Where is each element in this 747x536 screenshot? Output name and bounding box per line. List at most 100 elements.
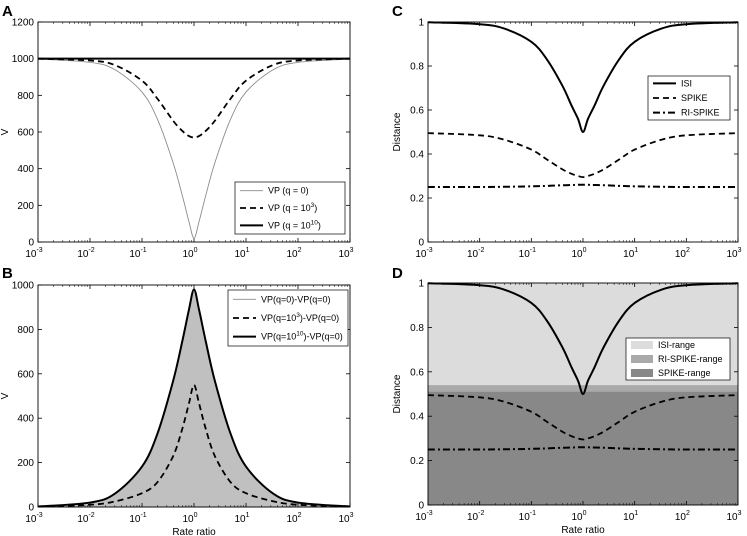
y-axis-label: Distance — [392, 112, 403, 151]
x-tick-label: 10-3 — [415, 510, 432, 523]
x-tick-label: 10-3 — [25, 247, 42, 260]
x-tick-label: 100 — [571, 510, 586, 523]
x-tick-label: 10-3 — [25, 512, 42, 525]
panel-letter: C — [392, 3, 403, 20]
series-line — [427, 446, 739, 451]
y-tick-label: 0.6 — [410, 106, 424, 117]
y-tick-label: 600 — [17, 369, 34, 380]
x-tick-label: 10-3 — [415, 247, 432, 260]
x-tick-label: 103 — [726, 510, 741, 523]
x-tick-label: 10-2 — [77, 247, 94, 260]
y-tick-label: 800 — [17, 91, 34, 102]
legend-label: VP(q=103)-VP(q=0) — [261, 312, 339, 323]
legend: VP(q=0)-VP(q=0) VP(q=103)-VP(q=0) VP(q=101… — [227, 289, 349, 347]
series-line — [37, 58, 351, 239]
range-band — [428, 391, 738, 505]
x-tick-label: 103 — [338, 247, 353, 260]
y-tick-label: 0 — [28, 238, 34, 249]
x-tick-label: 100 — [571, 247, 586, 260]
area-fill — [38, 289, 350, 507]
panel-letter: B — [2, 265, 13, 282]
y-tick-label: 0.8 — [410, 62, 424, 73]
legend-label: VP(q=1010)-VP(q=0) — [261, 331, 343, 342]
x-tick-label: 102 — [675, 247, 690, 260]
legend-label: SPIKE-range — [658, 368, 711, 378]
series-line — [37, 288, 351, 508]
x-tick-label: 100 — [182, 247, 197, 260]
series-line — [37, 57, 351, 139]
legend-swatch — [631, 369, 653, 377]
y-tick-label: 400 — [17, 414, 34, 425]
panel-letter: D — [392, 265, 403, 282]
legend-label: ISI-range — [658, 340, 695, 350]
x-tick-label: 10-2 — [77, 512, 94, 525]
legend: ISI SPIKE RI-SPIKE — [647, 75, 731, 121]
y-tick-label: 0.4 — [410, 412, 424, 423]
plot-frame — [427, 21, 739, 243]
y-tick-label: 0 — [418, 238, 424, 249]
x-tick-label: 103 — [338, 512, 353, 525]
legend-label: ISI — [681, 78, 692, 88]
x-tick-label: 102 — [286, 512, 301, 525]
y-axis-label: Distance — [392, 374, 403, 413]
y-tick-label: 600 — [17, 128, 34, 139]
legend: ISI-range RI-SPIKE-range SPIKE-range — [625, 337, 731, 381]
x-tick-label: 10-1 — [129, 247, 146, 260]
y-tick-label: 200 — [17, 458, 34, 469]
series-line — [427, 183, 739, 189]
panel-a: A 10-3 10-2 10-1 100 101 102 103 0 200 400 600 800 10… — [0, 3, 354, 260]
x-tick-label: 101 — [234, 247, 249, 260]
plot-frame — [37, 284, 351, 508]
series-line — [37, 383, 351, 508]
x-tick-label: 101 — [623, 247, 638, 260]
series-line — [427, 132, 739, 179]
legend-label: SPIKE — [681, 93, 708, 103]
y-tick-label: 1000 — [12, 54, 35, 65]
y-tick-label: 0 — [418, 501, 424, 512]
y-axis-label: V — [0, 128, 11, 135]
x-tick-label: 103 — [726, 247, 741, 260]
panel-b: B 10-3 10-2 10-1 100 101 102 103 0 200 400 600 800 10… — [0, 265, 354, 536]
y-tick-label: 0.2 — [410, 456, 424, 467]
legend: VP (q = 0) VP (q = 103) VP (q = 1010) — [234, 181, 346, 235]
y-tick-label: 0 — [28, 503, 34, 514]
legend-label: RI-SPIKE-range — [658, 354, 723, 364]
x-axis-label: Rate ratio — [561, 525, 605, 536]
x-tick-label: 102 — [286, 247, 301, 260]
x-tick-label: 10-2 — [467, 247, 484, 260]
series-line — [427, 282, 739, 396]
y-tick-label: 200 — [17, 201, 34, 212]
panel-c: C 10-3 10-2 10-1 100 101 102 103 0 0.2 0.4 0.6 0.8 1 D… — [392, 3, 742, 260]
legend-swatch — [631, 355, 653, 363]
x-axis-label: Rate ratio — [172, 527, 216, 536]
x-tick-label: 101 — [623, 510, 638, 523]
x-tick-label: 10-1 — [519, 247, 536, 260]
panel-d: D 10-3 10-2 10-1 100 101 102 103 0 0.2 0.4 0.6 0.8 1 R… — [392, 265, 742, 536]
y-tick-label: 0.4 — [410, 150, 424, 161]
plot-frame — [37, 21, 351, 243]
x-tick-label: 100 — [182, 512, 197, 525]
plot-frame — [427, 282, 739, 506]
x-tick-label: 10-1 — [519, 510, 536, 523]
series-line — [427, 21, 739, 134]
y-tick-label: 1000 — [12, 281, 35, 292]
y-axis-label: V — [0, 392, 11, 399]
x-tick-label: 10-2 — [467, 510, 484, 523]
y-tick-label: 0.2 — [410, 194, 424, 205]
y-tick-label: 0.6 — [410, 367, 424, 378]
series-line — [427, 394, 739, 441]
legend-label: VP (q = 103) — [268, 202, 317, 213]
legend-swatch — [631, 341, 653, 349]
y-tick-label: 400 — [17, 164, 34, 175]
x-tick-label: 102 — [675, 510, 690, 523]
legend-label: RI-SPIKE — [681, 108, 720, 118]
y-tick-label: 1 — [418, 279, 424, 290]
y-tick-label: 1 — [418, 18, 424, 29]
legend-label: VP (q = 0) — [268, 186, 309, 196]
legend-label: VP(q=0)-VP(q=0) — [261, 294, 331, 304]
y-tick-label: 1200 — [12, 18, 35, 29]
x-tick-label: 10-1 — [129, 512, 146, 525]
legend-label: VP (q = 1010) — [268, 219, 321, 230]
y-tick-label: 800 — [17, 325, 34, 336]
